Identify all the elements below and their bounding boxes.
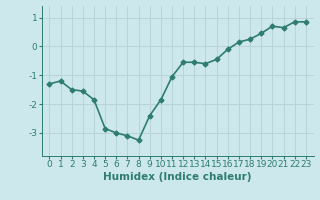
X-axis label: Humidex (Indice chaleur): Humidex (Indice chaleur) [103, 172, 252, 182]
